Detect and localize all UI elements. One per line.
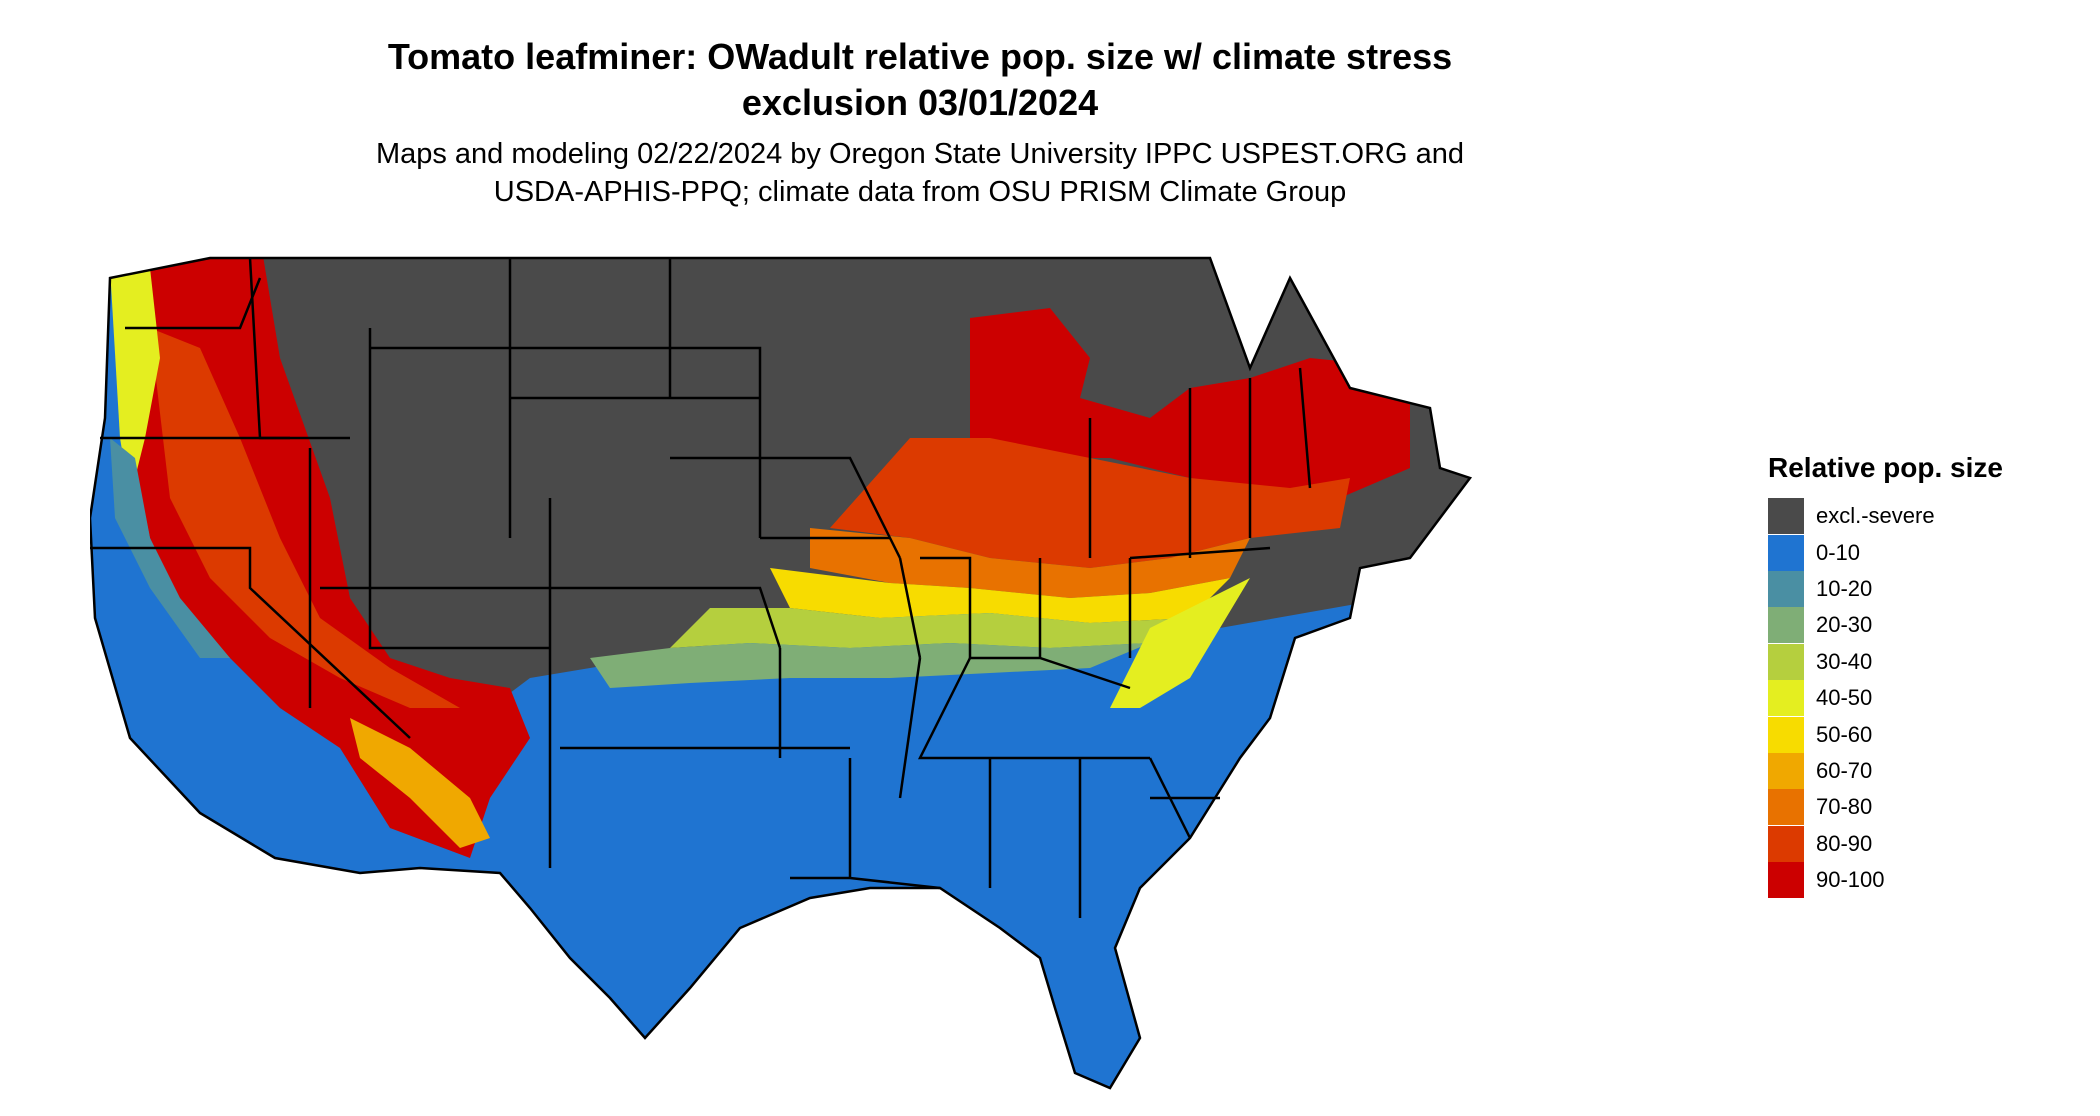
legend-swatch <box>1768 862 1804 899</box>
legend-swatch <box>1768 498 1804 535</box>
legend-item: 80-90 <box>1768 825 2003 862</box>
legend-swatch <box>1768 607 1804 644</box>
legend-item: 90-100 <box>1768 862 2003 899</box>
map-legend: Relative pop. size excl.-severe 0-10 10-… <box>1768 452 2003 899</box>
legend-label: 70-80 <box>1816 794 1873 820</box>
legend-item: 20-30 <box>1768 607 2003 644</box>
zone-appalachian-yellow <box>1110 578 1250 708</box>
legend-item: 70-80 <box>1768 789 2003 826</box>
legend-title: Relative pop. size <box>1768 452 2003 483</box>
legend-swatch <box>1768 534 1804 571</box>
map-subtitle-line1: Maps and modeling 02/22/2024 by Oregon S… <box>375 138 1465 170</box>
legend-label: 10-20 <box>1816 575 1873 601</box>
legend-label: 90-100 <box>1816 867 1885 893</box>
legend-label: 60-70 <box>1816 757 1873 783</box>
legend-label: excl.-severe <box>1816 503 1935 529</box>
legend-label: 20-30 <box>1816 612 1873 638</box>
legend-label: 0-10 <box>1816 539 1861 565</box>
map-subtitle-line2: USDA-APHIS-PPQ; climate data from OSU PR… <box>493 176 1347 208</box>
legend-swatch <box>1768 752 1804 789</box>
legend-item: 30-40 <box>1768 643 2003 680</box>
legend-item: 40-50 <box>1768 680 2003 717</box>
legend-item: 60-70 <box>1768 752 2003 789</box>
us-map <box>90 256 1473 1090</box>
zone-ne-20-30 <box>590 643 1150 688</box>
legend-label: 40-50 <box>1816 685 1873 711</box>
zone-sw-orange <box>350 718 490 848</box>
legend-label: 30-40 <box>1816 648 1873 674</box>
legend-swatch <box>1768 643 1804 680</box>
legend-swatch <box>1768 789 1804 826</box>
zone-west-yellow <box>110 268 160 498</box>
legend-item: 0-10 <box>1768 534 2003 571</box>
zone-west-80-90 <box>150 328 460 708</box>
legend-items: excl.-severe 0-10 10-20 20-30 30-40 40-5… <box>1768 498 2003 899</box>
legend-swatch <box>1768 570 1804 607</box>
zone-ne-50-60 <box>770 568 1230 623</box>
zone-ne-70-80 <box>810 528 1250 598</box>
legend-item: excl.-severe <box>1768 498 2003 535</box>
legend-item: 50-60 <box>1768 716 2003 753</box>
legend-swatch <box>1768 680 1804 717</box>
legend-swatch <box>1768 716 1804 753</box>
state-borders <box>90 256 1473 1090</box>
zone-ne-30-40 <box>670 608 1190 648</box>
legend-swatch <box>1768 825 1804 862</box>
legend-item: 10-20 <box>1768 570 2003 607</box>
legend-label: 50-60 <box>1816 721 1873 747</box>
map-title-line2: exclusion 03/01/2024 <box>741 82 1099 123</box>
map-title-line1: Tomato leafminer: OWadult relative pop. … <box>387 36 1453 77</box>
zone-west-teal <box>110 438 230 658</box>
map-fill <box>90 258 1470 1088</box>
legend-label: 80-90 <box>1816 830 1873 856</box>
